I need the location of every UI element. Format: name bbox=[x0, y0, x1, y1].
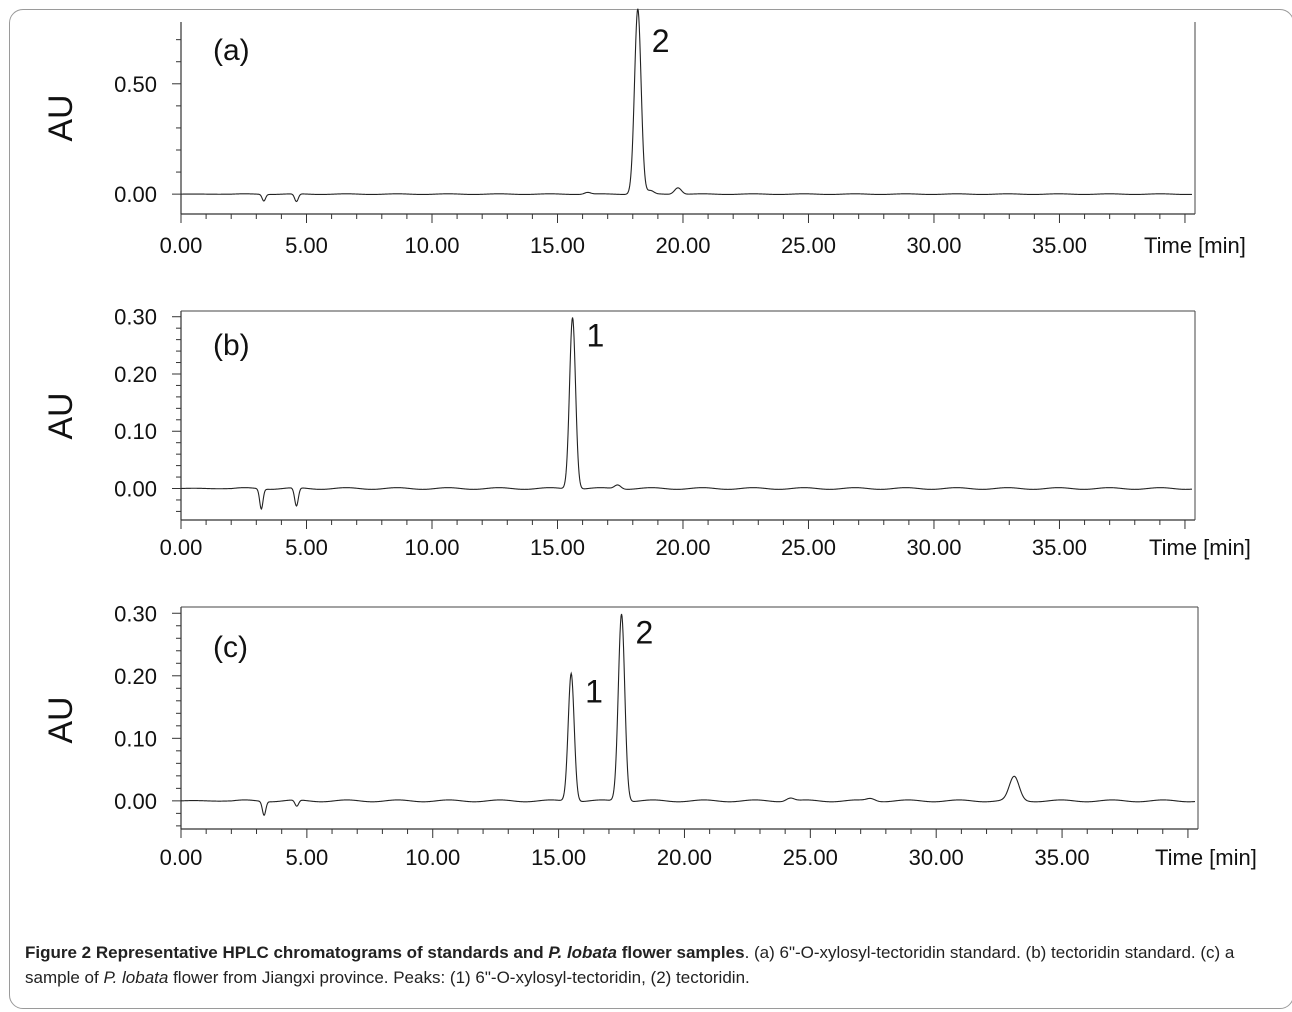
panel-label: (b) bbox=[213, 329, 250, 362]
y-tick-label: 0.20 bbox=[114, 362, 157, 387]
x-tick-label: 20.00 bbox=[657, 845, 712, 870]
x-tick-label: 0.00 bbox=[160, 233, 203, 258]
x-tick-label: 10.00 bbox=[404, 233, 459, 258]
x-tick-label: 5.00 bbox=[285, 233, 328, 258]
x-tick-label: 10.00 bbox=[404, 535, 459, 560]
y-tick-label: 0.50 bbox=[114, 72, 157, 97]
y-axis-title: AU bbox=[42, 94, 80, 141]
x-axis-title: Time [min] bbox=[1144, 233, 1246, 258]
x-tick-label: 0.00 bbox=[160, 845, 203, 870]
x-tick-label: 15.00 bbox=[531, 845, 586, 870]
x-tick-label: 30.00 bbox=[909, 845, 964, 870]
peak-label-1: 1 bbox=[585, 674, 603, 710]
figure-frame bbox=[9, 9, 1292, 1009]
x-tick-label: 25.00 bbox=[781, 535, 836, 560]
y-tick-label: 0.00 bbox=[114, 477, 157, 502]
x-tick-label: 10.00 bbox=[405, 845, 460, 870]
x-tick-label: 35.00 bbox=[1032, 535, 1087, 560]
y-axis-title: AU bbox=[42, 696, 80, 743]
x-tick-label: 20.00 bbox=[655, 535, 710, 560]
x-tick-label: 35.00 bbox=[1032, 233, 1087, 258]
x-tick-label: 25.00 bbox=[781, 233, 836, 258]
caption-title: Figure 2 Representative HPLC chromatogra… bbox=[25, 943, 745, 962]
chromatogram-trace bbox=[180, 317, 1193, 511]
x-tick-label: 30.00 bbox=[906, 233, 961, 258]
chromatogram-figure: 0.00 5.00 10.00 15.00 20.00 25.00 30.00 35.00 Ti… bbox=[42, 8, 1257, 870]
panel-label: (c) bbox=[213, 631, 248, 664]
peak-label-1: 1 bbox=[587, 318, 605, 354]
y-tick-label: 0.20 bbox=[114, 664, 157, 689]
x-axis-title: Time [min] bbox=[1155, 845, 1257, 870]
x-tick-label: 25.00 bbox=[783, 845, 838, 870]
chart-panel-b: 0.00 5.00 10.00 15.00 20.00 25.00 30.00 35.00 Ti… bbox=[42, 305, 1251, 560]
y-tick-label: 0.10 bbox=[114, 726, 157, 751]
x-tick-label: 35.00 bbox=[1035, 845, 1090, 870]
y-axis-title: AU bbox=[42, 392, 80, 439]
x-axis-title: Time [min] bbox=[1149, 535, 1251, 560]
chart-panel-a: 0.00 5.00 10.00 15.00 20.00 25.00 30.00 35.00 Ti… bbox=[42, 8, 1246, 258]
chart-panel-c: 0.00 5.00 10.00 15.00 20.00 25.00 30.00 35.00 Ti… bbox=[42, 601, 1257, 870]
figure-caption: Figure 2 Representative HPLC chromatogra… bbox=[25, 943, 1235, 987]
y-tick-label: 0.00 bbox=[114, 182, 157, 207]
y-tick-label: 0.00 bbox=[114, 789, 157, 814]
x-tick-label: 15.00 bbox=[530, 535, 585, 560]
x-tick-label: 5.00 bbox=[285, 535, 328, 560]
y-tick-label: 0.30 bbox=[114, 305, 157, 330]
x-tick-label: 30.00 bbox=[906, 535, 961, 560]
y-tick-label: 0.10 bbox=[114, 419, 157, 444]
x-tick-label: 5.00 bbox=[285, 845, 328, 870]
panel-label: (a) bbox=[213, 34, 250, 67]
chromatogram-trace bbox=[180, 613, 1196, 817]
peak-label-2: 2 bbox=[652, 23, 670, 59]
peak-label-2: 2 bbox=[636, 614, 654, 650]
x-tick-label: 15.00 bbox=[530, 233, 585, 258]
chromatogram-trace bbox=[180, 8, 1193, 203]
x-tick-label: 20.00 bbox=[655, 233, 710, 258]
y-tick-label: 0.30 bbox=[114, 601, 157, 626]
x-tick-label: 0.00 bbox=[160, 535, 203, 560]
